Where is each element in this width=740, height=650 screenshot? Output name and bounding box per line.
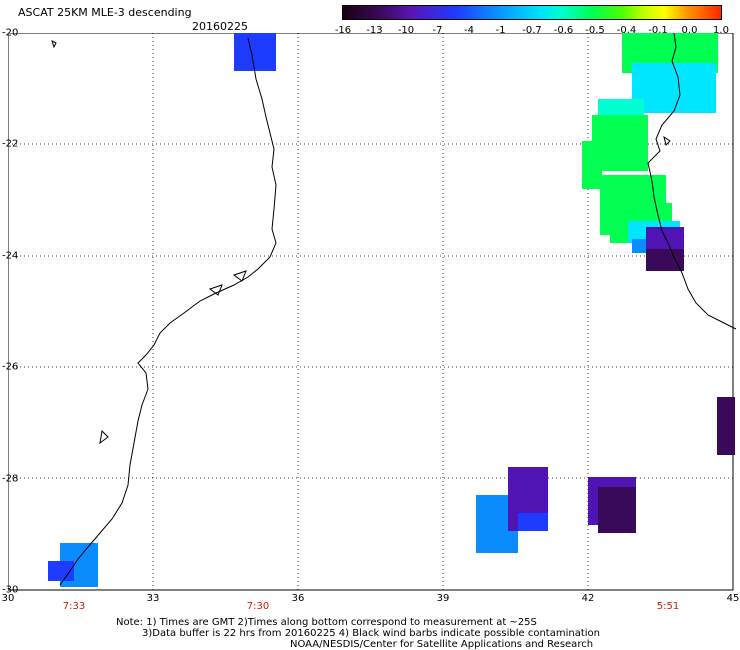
note-line-3: NOAA/NESDIS/Center for Satellite Applica… [290,639,594,650]
y-tick-label: -28 [2,473,19,485]
x-tick-label: 42 [581,593,595,604]
coast-details [51,40,671,445]
y-tick-label: -20 [2,27,19,39]
map-date: 20160225 [192,20,248,33]
map-title: ASCAT 25KM MLE-3 descending [18,6,192,19]
colorbar-tick: -16 [334,25,352,36]
colorbar-tick: -7 [432,25,443,36]
time-label: 7:33 [62,601,86,612]
colorbar-tick: -0.1 [648,25,668,36]
x-tick-label: 33 [146,593,160,604]
y-tick-label: -22 [2,138,19,150]
y-tick-label: -24 [2,250,19,262]
x-tick-label: 30 [1,593,15,604]
time-label: 7:30 [246,601,270,612]
note-line-1: Note: 1) Times are GMT 2)Times along bot… [116,617,537,628]
x-tick-label: 39 [436,593,450,604]
colorbar-tick: -0.5 [585,25,605,36]
colorbar-tick: -13 [366,25,383,36]
colorbar-tick: -4 [464,25,474,36]
colorbar-tick: -10 [397,25,415,36]
x-tick-label: 45 [726,593,740,604]
y-tick-label: -30 [2,584,19,596]
colorbar-tick: -0.6 [553,25,574,36]
colorbar-tick: 1.0 [713,25,729,36]
x-tick-label: 36 [291,593,305,604]
y-tick-label: -26 [2,361,19,373]
map-plot [8,33,737,591]
time-label: 5:51 [656,601,680,612]
colorbar-tick: -0.7 [522,25,542,36]
colorbar-tick: 0.0 [681,25,698,36]
colorbar-tick: -0.4 [616,25,637,36]
colorbar-tick: -1 [495,25,506,36]
note-line-2: 3)Data buffer is 22 hrs from 20160225 4)… [142,628,600,639]
wind-cells [48,33,735,587]
coastline [59,33,737,586]
colorbar [342,5,722,20]
